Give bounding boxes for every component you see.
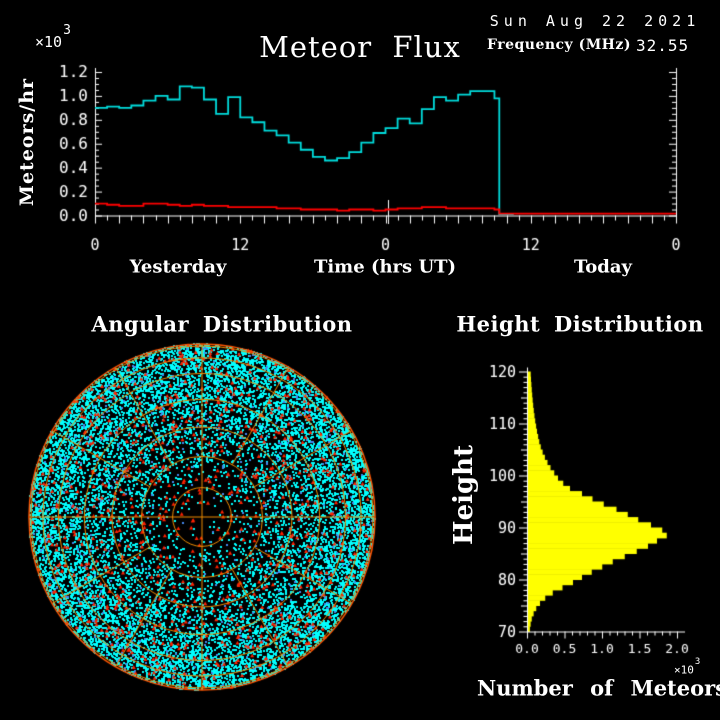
height-x-axis-label: Number of Meteors	[476, 675, 720, 701]
height-x-scale-base: ×10	[674, 663, 694, 677]
flux-y-scale-base: ×10	[35, 33, 63, 51]
flux-y-axis-label: Meteors/hr	[16, 77, 38, 207]
frequency-value: 32.55	[636, 36, 690, 55]
page-title: Meteor Flux	[259, 30, 461, 64]
flux-y-scale-exponent: 3	[63, 23, 71, 38]
flux-x-axis-label: Time (hrs UT)	[313, 256, 457, 278]
x-section-today: Today	[573, 256, 633, 278]
x-section-yesterday: Yesterday	[129, 256, 227, 278]
date-text: Sun Aug 22 2021	[489, 12, 701, 30]
flux-y-scale: ×103	[35, 23, 71, 51]
height-x-scale: ×103	[674, 657, 700, 677]
height-x-scale-exponent: 3	[694, 657, 701, 667]
angular-distribution-title: Angular Distribution	[91, 311, 353, 337]
frequency-label: Frequency (MHz)	[487, 37, 631, 53]
height-y-axis-label: Height	[449, 444, 479, 546]
height-distribution-title: Height Distribution	[456, 311, 704, 337]
